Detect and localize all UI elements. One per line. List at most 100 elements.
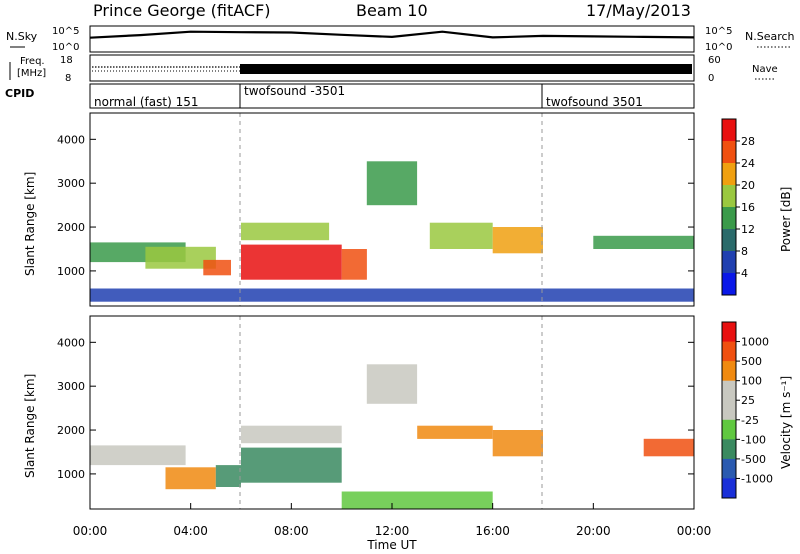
- velocity-panel: 1000 2000 3000 4000 Slant Range [km] 1000 50…: [23, 315, 793, 552]
- colorbar-segment: [722, 341, 736, 362]
- date-title: 17/May/2013: [586, 1, 691, 20]
- scatter-region: [241, 425, 342, 444]
- velocity-colorbar: 1000 500 100 25 -25 -100 -500 -1000: [721, 321, 773, 499]
- colorbar-segment: [722, 478, 736, 499]
- y-tick-label: 3000: [57, 177, 85, 190]
- scatter-region: [366, 161, 418, 206]
- cpid-mode-1: twofsound -3501: [244, 84, 345, 98]
- colorbar-segment: [722, 380, 736, 401]
- noise-left-label: N.Sky: [6, 30, 38, 43]
- scatter-region: [241, 222, 330, 241]
- cpid-mode-0: normal (fast) 151: [94, 95, 198, 109]
- freq-right-tick-top: 60: [708, 55, 721, 66]
- noise-left-tick-top: 10^5: [52, 26, 79, 37]
- scatter-region: [215, 465, 241, 487]
- scatter-region: [90, 288, 694, 302]
- y-tick-label: 1000: [57, 468, 85, 481]
- nave-label: Nave: [752, 64, 778, 75]
- noise-right-label: N.Search: [745, 30, 795, 43]
- colorbar-segment: [722, 419, 736, 440]
- velocity-ylabel: Slant Range [km]: [23, 374, 37, 478]
- scatter-region: [492, 227, 543, 254]
- colorbar-tick-label: -100: [741, 433, 766, 446]
- freq-right-tick-bottom: 0: [708, 73, 714, 84]
- cpid-label: CPID: [5, 87, 34, 100]
- power-colorbar: 4 8 12 16 20 24 28: [721, 118, 755, 296]
- scatter-region: [341, 249, 367, 280]
- colorbar-segment: [722, 119, 736, 142]
- colorbar-segment: [722, 185, 736, 208]
- scatter-region: [492, 430, 543, 457]
- x-axis-label: Time UT: [366, 538, 417, 552]
- scatter-region: [417, 425, 493, 439]
- colorbar-tick-label: 12: [741, 223, 755, 236]
- scatter-region: [429, 222, 493, 249]
- colorbar-segment: [722, 439, 736, 460]
- velocity-yticks: 1000 2000 3000 4000: [57, 336, 694, 481]
- power-yticks: 1000 2000 3000 4000: [57, 133, 694, 278]
- velocity-xticks: 00:00 04:00 08:00 12:00 16:00 20:00 00:00: [73, 503, 712, 538]
- scatter-region: [593, 235, 694, 249]
- nave-solid-band: [240, 64, 692, 74]
- noise-left-tick-bottom: 10^0: [52, 42, 79, 53]
- velocity-cbar-label: Velocity [m s⁻¹]: [779, 376, 793, 469]
- scatter-region: [643, 438, 694, 457]
- freq-label-line1: Freq.: [20, 56, 45, 67]
- noise-right-tick-top: 10^5: [705, 26, 732, 37]
- scatter-region: [241, 244, 342, 280]
- radar-title: Prince George (fitACF): [93, 1, 271, 20]
- freq-left-tick-bottom: 8: [65, 73, 71, 84]
- x-tick-label: 04:00: [173, 524, 208, 538]
- power-ylabel: Slant Range [km]: [23, 172, 37, 276]
- colorbar-segment: [722, 229, 736, 252]
- colorbar-tick-label: 16: [741, 201, 755, 214]
- x-tick-label: 16:00: [475, 524, 510, 538]
- scatter-region: [366, 364, 418, 404]
- colorbar-tick-label: -500: [741, 453, 766, 466]
- noise-right-tick-bottom: 10^0: [705, 42, 732, 53]
- y-tick-label: 2000: [57, 424, 85, 437]
- colorbar-segment: [722, 322, 736, 343]
- cpid-mode-2: twofsound 3501: [546, 95, 643, 109]
- x-tick-label: 00:00: [677, 524, 712, 538]
- power-regions: [90, 161, 694, 302]
- x-tick-label: 08:00: [274, 524, 309, 538]
- power-panel: 1000 2000 3000 4000 Slant Range [km] 4 8 12 16…: [23, 112, 793, 307]
- colorbar-segment: [722, 207, 736, 230]
- colorbar-tick-label: 4: [741, 267, 748, 280]
- y-tick-label: 4000: [57, 336, 85, 349]
- y-tick-label: 2000: [57, 221, 85, 234]
- colorbar-tick-label: 1000: [741, 336, 769, 349]
- colorbar-tick-label: 100: [741, 375, 762, 388]
- x-tick-label: 20:00: [576, 524, 611, 538]
- cpid-strip: CPID normal (fast) 151 twofsound -3501 t…: [5, 83, 695, 109]
- y-tick-label: 4000: [57, 133, 85, 146]
- colorbar-tick-label: 25: [741, 394, 755, 407]
- beam-title: Beam 10: [356, 1, 428, 20]
- freq-left-tick-top: 18: [60, 55, 73, 66]
- colorbar-segment: [722, 273, 736, 296]
- scatter-region: [241, 447, 342, 483]
- colorbar-tick-label: -25: [741, 414, 759, 427]
- colorbar-tick-label: 24: [741, 157, 755, 170]
- colorbar-segment: [722, 141, 736, 164]
- x-tick-label: 12:00: [375, 524, 410, 538]
- power-cbar-label: Power [dB]: [779, 187, 793, 252]
- colorbar-segment: [722, 400, 736, 421]
- scatter-region: [165, 467, 216, 490]
- noise-series-line: [89, 30, 695, 39]
- colorbar-segment: [722, 458, 736, 479]
- colorbar-segment: [722, 163, 736, 186]
- colorbar-tick-label: 20: [741, 179, 755, 192]
- x-tick-label: 00:00: [73, 524, 108, 538]
- colorbar-segment: [722, 361, 736, 382]
- freq-panel: Freq. [MHz] 18 8 60 0 Nave: [9, 54, 778, 84]
- colorbar-frame: [721, 321, 737, 499]
- scatter-region: [341, 491, 493, 509]
- colorbar-tick-label: -1000: [741, 472, 773, 485]
- colorbar-tick-label: 500: [741, 355, 762, 368]
- noise-panel: N.Sky 10^5 10^0 10^5 10^0 N.Search: [6, 25, 795, 53]
- scatter-region: [203, 259, 231, 276]
- velocity-regions: [90, 364, 694, 509]
